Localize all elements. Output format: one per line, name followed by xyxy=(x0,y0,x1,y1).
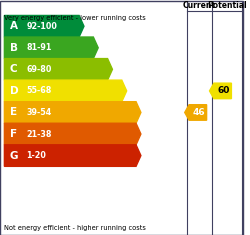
Text: D: D xyxy=(10,86,18,96)
Text: G: G xyxy=(10,151,18,161)
Polygon shape xyxy=(210,83,232,99)
Polygon shape xyxy=(4,37,98,59)
Text: C: C xyxy=(10,64,17,74)
Text: 55-68: 55-68 xyxy=(26,86,52,95)
Text: Potential: Potential xyxy=(207,1,247,10)
Polygon shape xyxy=(4,145,141,166)
Text: E: E xyxy=(10,107,17,118)
Text: 92-100: 92-100 xyxy=(26,22,57,31)
Text: 21-38: 21-38 xyxy=(26,129,52,138)
Polygon shape xyxy=(4,59,112,80)
Polygon shape xyxy=(4,123,141,145)
Text: Not energy efficient - higher running costs: Not energy efficient - higher running co… xyxy=(4,225,146,231)
Text: 46: 46 xyxy=(193,108,205,117)
Text: Very energy efficient - lower running costs: Very energy efficient - lower running co… xyxy=(4,15,146,21)
Text: F: F xyxy=(10,129,17,139)
Text: Current: Current xyxy=(183,1,216,10)
Polygon shape xyxy=(185,105,206,120)
Text: 69-80: 69-80 xyxy=(26,65,52,74)
Text: 60: 60 xyxy=(218,86,230,95)
Polygon shape xyxy=(4,80,127,102)
Text: B: B xyxy=(10,43,18,53)
Text: A: A xyxy=(10,21,18,31)
Polygon shape xyxy=(4,102,141,123)
Text: 81-91: 81-91 xyxy=(26,43,52,52)
Text: 1-20: 1-20 xyxy=(26,151,46,160)
Polygon shape xyxy=(4,16,84,37)
Text: 39-54: 39-54 xyxy=(26,108,52,117)
